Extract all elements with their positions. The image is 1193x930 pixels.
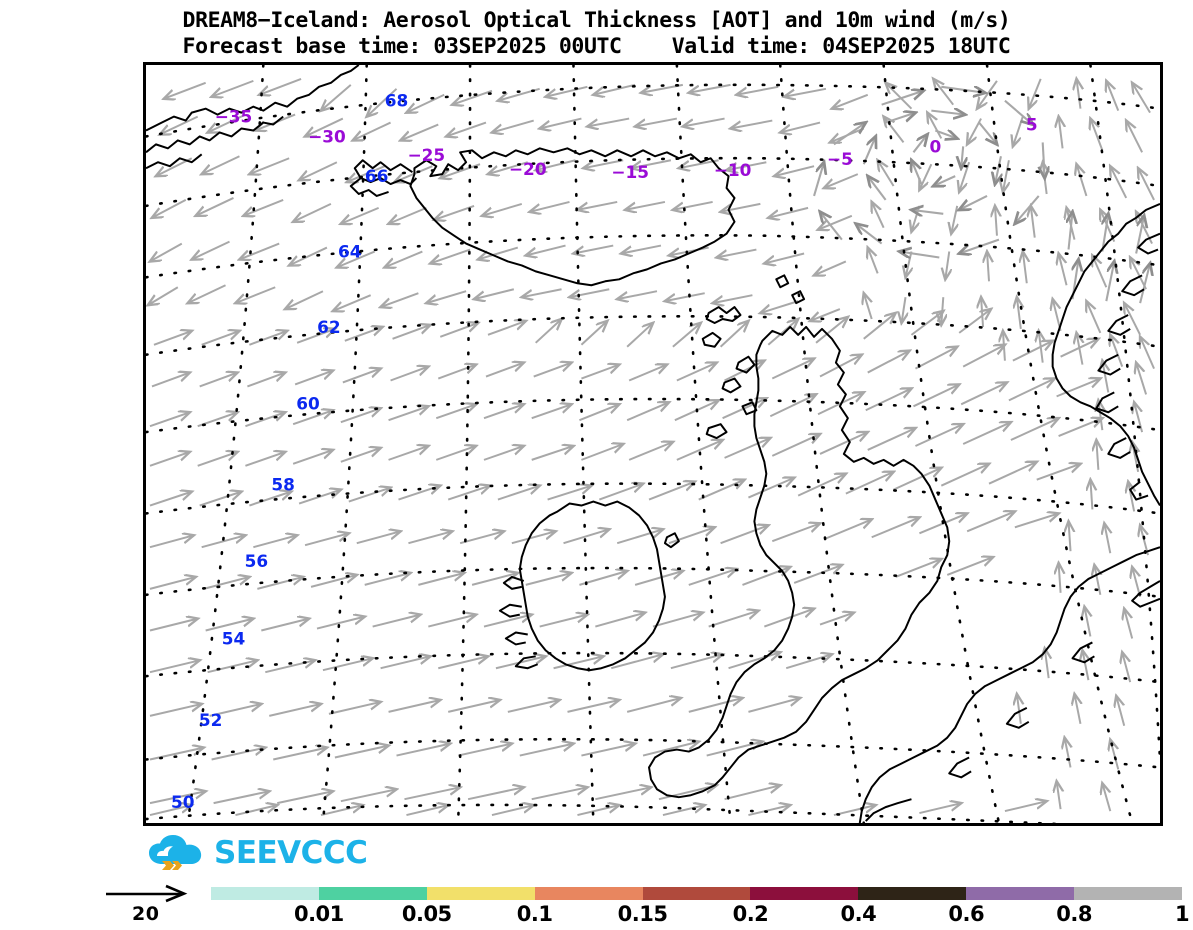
- longitude-gridlines: [186, 65, 1160, 823]
- colorbar-segment-7: [966, 887, 1075, 900]
- wind-vector-field: [148, 79, 1155, 817]
- wind-scale-value: 20: [132, 903, 160, 925]
- cyclone-circulation: [813, 85, 1150, 304]
- legend-row: 20 0.01 0.05 0.1 0.15 0.2 0.4 0.6 0.8 1: [0, 884, 1193, 930]
- colorbar-tick-1: 1: [1174, 902, 1190, 926]
- lat-label-64: 64: [338, 241, 362, 261]
- colorbar-segment-0: [211, 887, 319, 900]
- lon-label-m15: −15: [611, 162, 649, 182]
- lat-label-56: 56: [245, 551, 269, 571]
- lon-label-0: 0: [929, 136, 941, 156]
- lat-label-58: 58: [271, 475, 295, 495]
- coastlines: [146, 65, 1160, 823]
- latitude-gridlines: [146, 83, 1160, 823]
- logo-text: SEEVCCC: [214, 834, 368, 871]
- lon-label-5: 5: [1026, 114, 1038, 134]
- colorbar-segment-4: [642, 887, 751, 900]
- colorbar-tick-0.2: 0.2: [732, 902, 769, 926]
- coastline-greenland: [146, 65, 360, 132]
- colorbar-tick-0.1: 0.1: [516, 902, 553, 926]
- lon-label-m10: −10: [714, 160, 752, 180]
- lon-label-m20: −20: [509, 159, 547, 179]
- coastline-continental-europe: [858, 546, 1160, 823]
- map-plot-frame[interactable]: 68 66 64 62 60 58 56 54 52 50 −35 −30 −2…: [143, 62, 1163, 826]
- wind-reference-arrow-icon: [106, 884, 188, 903]
- colorbar-tick-0.8: 0.8: [1056, 902, 1092, 926]
- title-line-times: Forecast base time: 03SEP2025 00UTC Vali…: [182, 34, 1011, 59]
- colorbar-segment-8: [1074, 887, 1183, 900]
- cloud-icon: [149, 835, 202, 870]
- colorbar-tick-0.05: 0.05: [401, 902, 452, 926]
- lat-label-50: 50: [171, 792, 195, 812]
- coastline-iceland: [409, 147, 736, 287]
- colorbar-segment-3: [534, 887, 643, 900]
- lat-label-68: 68: [385, 91, 409, 111]
- page-title: DREAM8−Iceland: Aerosol Optical Thicknes…: [0, 8, 1193, 60]
- lat-label-60: 60: [296, 393, 320, 413]
- colorbar-segment-1: [318, 887, 427, 900]
- lat-label-66: 66: [365, 166, 389, 186]
- colorbar-tick-0.01: 0.01: [293, 902, 344, 926]
- aot-colorbar-ticks: 0.01 0.05 0.1 0.15 0.2 0.4 0.6 0.8 1: [211, 902, 1190, 928]
- lon-label-m25: −25: [408, 145, 446, 165]
- lon-label-m35: −35: [215, 107, 253, 127]
- lat-label-52: 52: [199, 710, 223, 730]
- lon-label-m5: −5: [827, 149, 853, 169]
- colorbar-tick-0.15: 0.15: [617, 902, 668, 926]
- longitude-labels: −35 −30 −25 −20 −15 −10 −5 0 5: [215, 107, 1038, 183]
- aot-colorbar[interactable]: [211, 887, 1183, 900]
- colorbar-tick-0.4: 0.4: [840, 902, 877, 926]
- coastline-norway: [1051, 202, 1160, 507]
- title-line-variable: DREAM8−Iceland: Aerosol Optical Thicknes…: [182, 8, 1011, 33]
- lon-label-m30: −30: [308, 126, 346, 146]
- colorbar-segment-5: [750, 887, 859, 900]
- coastline-ireland: [518, 500, 666, 672]
- wind-scale-reference: 20: [104, 884, 208, 928]
- colorbar-tick-0.6: 0.6: [948, 902, 985, 926]
- colorbar-segment-2: [426, 887, 535, 900]
- map-canvas[interactable]: 68 66 64 62 60 58 56 54 52 50 −35 −30 −2…: [146, 65, 1160, 823]
- latitude-labels: 68 66 64 62 60 58 56 54 52 50: [171, 91, 408, 812]
- coastline-great-britain: [648, 325, 951, 799]
- seevccc-logo: SEEVCCC: [148, 833, 368, 873]
- lat-label-54: 54: [222, 628, 246, 648]
- colorbar-segment-6: [858, 887, 967, 900]
- lat-label-62: 62: [317, 317, 341, 337]
